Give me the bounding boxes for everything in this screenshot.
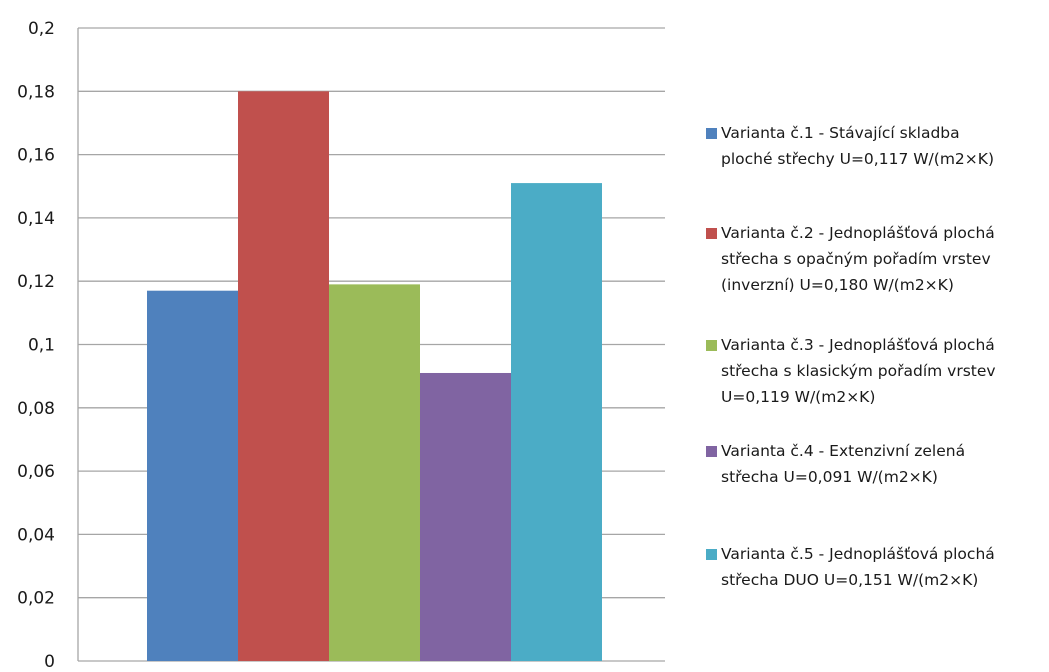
y-tick-label: 0,12	[17, 272, 55, 292]
y-tick-label: 0,08	[17, 399, 55, 419]
legend-line: Varianta č.4 - Extenzivní zelená	[721, 442, 966, 460]
bars	[147, 91, 602, 662]
y-tick-label: 0,16	[17, 146, 55, 166]
legend-line: ploché střechy U=0,117 W/(m2×K)	[721, 150, 994, 168]
legend-label-varianta-2: Varianta č.2 - Jednoplášťová plochá stře…	[721, 220, 995, 298]
legend-item-varianta-3: Varianta č.3 - Jednoplášťová plochá stře…	[706, 332, 1046, 410]
legend-line: střecha s opačným pořadím vrstev	[721, 250, 991, 268]
y-tick-label: 0,06	[17, 462, 55, 482]
y-axis: 0 0,02 0,04 0,06 0,08 0,1 0,12 0,14 0,16 0,18 0,2	[17, 19, 79, 672]
y-tick-label: 0,14	[17, 209, 55, 229]
bar-varianta-5	[511, 183, 602, 661]
bar-varianta-2	[238, 91, 329, 662]
legend-item-varianta-4: Varianta č.4 - Extenzivní zelená střecha…	[706, 438, 1046, 490]
legend-label-varianta-5: Varianta č.5 - Jednoplášťová plochá stře…	[721, 541, 995, 593]
legend-line: Varianta č.2 - Jednoplášťová plochá	[721, 224, 995, 242]
y-tick-label: 0,18	[17, 82, 55, 102]
legend-line: (inverzní) U=0,180 W/(m2×K)	[721, 276, 954, 294]
bar-varianta-1	[147, 290, 238, 661]
y-tick-label: 0,04	[17, 525, 55, 545]
legend-line: střecha s klasickým pořadím vrstev	[721, 362, 996, 380]
legend-item-varianta-1: Varianta č.1 - Stávající skladba ploché …	[706, 120, 1046, 172]
legend-label-varianta-1: Varianta č.1 - Stávající skladba ploché …	[721, 120, 994, 172]
legend-line: Varianta č.3 - Jednoplášťová plochá	[721, 336, 995, 354]
legend-label-varianta-4: Varianta č.4 - Extenzivní zelená střecha…	[721, 438, 965, 490]
y-tick-label: 0	[44, 652, 55, 672]
legend-item-varianta-5: Varianta č.5 - Jednoplášťová plochá stře…	[706, 541, 1046, 593]
legend-line: Varianta č.1 - Stávající skladba	[721, 124, 960, 142]
y-tick-label: 0,02	[17, 589, 55, 609]
legend-swatch-varianta-3	[706, 340, 717, 351]
legend-swatch-varianta-4	[706, 446, 717, 457]
legend-swatch-varianta-2	[706, 228, 717, 239]
legend-line: U=0,119 W/(m2×K)	[721, 388, 876, 406]
legend-label-varianta-3: Varianta č.3 - Jednoplášťová plochá stře…	[721, 332, 996, 410]
bar-varianta-3	[329, 284, 420, 661]
legend-line: střecha DUO U=0,151 W/(m2×K)	[721, 571, 979, 589]
y-tick-label: 0,2	[28, 19, 55, 39]
y-tick-label: 0,1	[28, 336, 55, 356]
bar-varianta-4	[420, 372, 511, 661]
legend-line: Varianta č.5 - Jednoplášťová plochá	[721, 545, 995, 563]
legend-item-varianta-2: Varianta č.2 - Jednoplášťová plochá stře…	[706, 220, 1046, 298]
legend-swatch-varianta-1	[706, 128, 717, 139]
legend-line: střecha U=0,091 W/(m2×K)	[721, 468, 938, 486]
legend-swatch-varianta-5	[706, 549, 717, 560]
